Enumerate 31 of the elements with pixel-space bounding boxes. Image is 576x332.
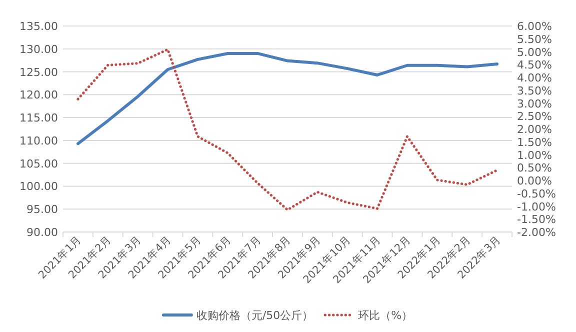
y2-tick-label: 4.50% bbox=[517, 58, 552, 72]
y2-tick-label: 0.00% bbox=[517, 174, 552, 188]
y-tick-label: 135.00 bbox=[20, 20, 58, 33]
y2-tick-label: 0.50% bbox=[517, 162, 552, 175]
line-series bbox=[76, 48, 498, 212]
y-tick-label: 130.00 bbox=[20, 42, 58, 56]
y-tick-label: 120.00 bbox=[20, 88, 58, 102]
y-tick-label: 90.00 bbox=[26, 226, 58, 239]
y-tick-label: 95.00 bbox=[26, 203, 58, 216]
y2-tick-label: 3.50% bbox=[517, 84, 552, 98]
y2-tick-label: -0.50% bbox=[517, 187, 556, 200]
y2-tick-label: 1.50% bbox=[517, 136, 552, 149]
legend-label: 收购价格（元/50公斤） bbox=[196, 309, 314, 322]
y2-tick-label: -1.50% bbox=[517, 213, 556, 226]
y-tick-label: 110.00 bbox=[20, 134, 58, 148]
y-tick-label: 125.00 bbox=[20, 66, 58, 79]
y2-tick-label: -1.00% bbox=[517, 200, 556, 214]
y-tick-label: 105.00 bbox=[20, 157, 58, 170]
y-tick-label: 115.00 bbox=[20, 112, 58, 125]
y2-tick-label: 2.50% bbox=[517, 110, 552, 124]
y2-tick-label: 2.00% bbox=[517, 123, 552, 136]
y2-tick-label: -2.00% bbox=[517, 226, 556, 239]
y2-tick-label: 5.50% bbox=[517, 32, 552, 46]
line-series bbox=[76, 52, 499, 146]
y2-tick-label: 4.00% bbox=[517, 72, 552, 84]
y2-tick-label: 5.00% bbox=[517, 46, 552, 59]
legend-label: 环比（%） bbox=[358, 309, 413, 322]
y2-tick-label: 3.00% bbox=[517, 97, 552, 110]
y2-tick-label: 1.00% bbox=[517, 148, 552, 162]
y-tick-label: 100.00 bbox=[20, 180, 58, 194]
y2-tick-label: 6.00% bbox=[517, 20, 552, 33]
